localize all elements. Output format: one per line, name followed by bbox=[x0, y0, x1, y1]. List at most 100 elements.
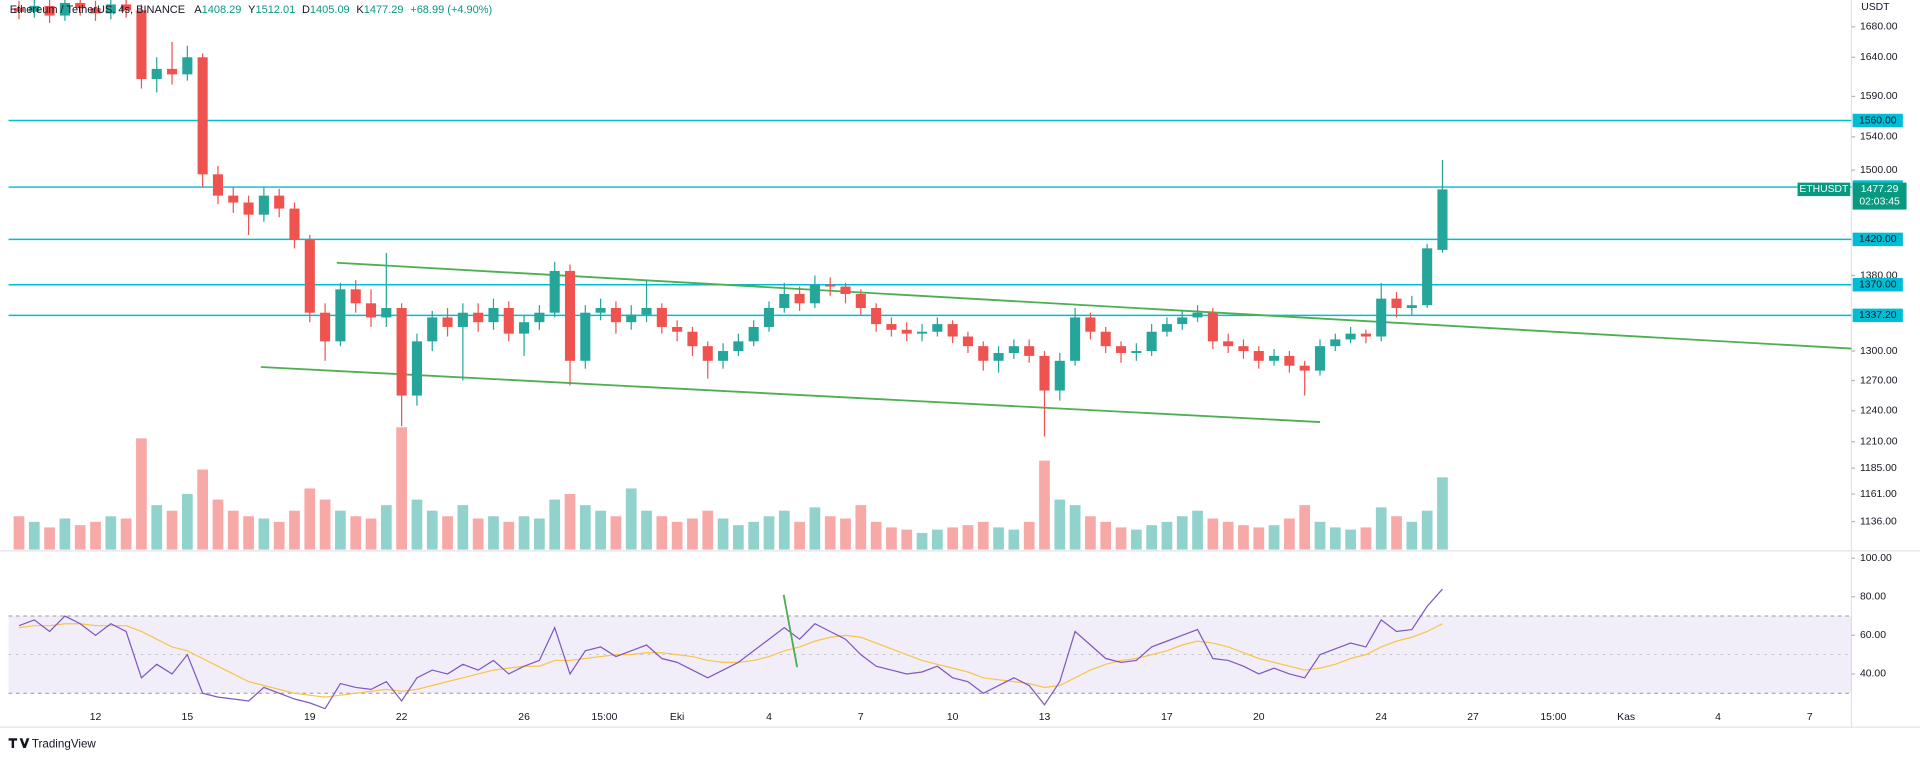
candle-body bbox=[718, 351, 729, 361]
y-tick-label: 1380.00 bbox=[1860, 270, 1898, 281]
x-tick-label: 27 bbox=[1467, 712, 1479, 723]
volume-bar bbox=[671, 521, 683, 550]
ohlc-letter: K bbox=[356, 4, 364, 16]
x-tick-label: 22 bbox=[396, 712, 408, 723]
candle-body bbox=[258, 195, 269, 215]
symbol: Ethereum / TetherUS, 4s, BINANCE bbox=[10, 4, 185, 16]
candle-body bbox=[1376, 298, 1387, 337]
volume-bar bbox=[687, 518, 698, 550]
volume-bar bbox=[993, 527, 1004, 550]
candle-body bbox=[243, 202, 254, 215]
volume-bar bbox=[794, 521, 805, 550]
candle-body bbox=[473, 312, 484, 323]
candle-body bbox=[610, 308, 621, 323]
volume-bar bbox=[1345, 529, 1356, 550]
volume-bar bbox=[120, 518, 132, 550]
volume-bar bbox=[733, 525, 744, 550]
volume-bar bbox=[1039, 460, 1050, 550]
x-tick-label: 10 bbox=[947, 712, 959, 723]
x-tick-label: 13 bbox=[1039, 712, 1051, 723]
candle-body bbox=[335, 289, 346, 342]
change: +68.99 (+4.90%) bbox=[410, 4, 492, 16]
candle-body bbox=[993, 352, 1004, 361]
y-tick-label: 1640.00 bbox=[1860, 52, 1898, 63]
volume-bar bbox=[1222, 521, 1234, 550]
volume-bar bbox=[273, 521, 285, 550]
volume-bar bbox=[59, 518, 71, 550]
volume-bar bbox=[778, 510, 790, 550]
volume-bar bbox=[488, 516, 499, 550]
candle-body bbox=[595, 308, 606, 313]
candle-body bbox=[886, 324, 897, 330]
volume-bar bbox=[1375, 507, 1387, 550]
volume-bar bbox=[1253, 527, 1265, 550]
candle-body bbox=[549, 270, 560, 313]
x-tick-label: 12 bbox=[90, 712, 102, 723]
level-label: 1420.00 bbox=[1859, 234, 1897, 245]
candle-body bbox=[626, 314, 637, 323]
volume-bar bbox=[870, 521, 882, 550]
candle-body bbox=[779, 293, 790, 309]
rsi-pane bbox=[8, 588, 1852, 710]
y-tick-label: 1240.00 bbox=[1860, 406, 1898, 417]
volume-bar bbox=[411, 499, 423, 550]
candle-body bbox=[1192, 312, 1203, 318]
volume-bar bbox=[1299, 505, 1311, 550]
x-tick-label: 17 bbox=[1161, 712, 1173, 723]
candle-body bbox=[212, 174, 224, 196]
volume-bar bbox=[1100, 521, 1112, 550]
candle-body bbox=[641, 308, 652, 315]
y-tick-label: 100.00 bbox=[1860, 553, 1892, 564]
x-tick-label: 7 bbox=[1807, 712, 1813, 723]
candle-body bbox=[90, 8, 101, 14]
candle-body bbox=[687, 331, 698, 347]
candle-body bbox=[1422, 248, 1433, 306]
volume-bar bbox=[74, 525, 86, 550]
volume-bar bbox=[1054, 499, 1066, 550]
candle-body bbox=[794, 293, 805, 304]
y-tick-label: 1540.00 bbox=[1860, 132, 1898, 143]
candle-body bbox=[748, 326, 759, 342]
volume-bar bbox=[503, 521, 515, 550]
volume-bar bbox=[931, 529, 943, 550]
volume-bar bbox=[258, 518, 270, 550]
volume-bar bbox=[656, 516, 668, 550]
volume-bar bbox=[564, 494, 576, 550]
candle-body bbox=[136, 10, 147, 80]
candle-body bbox=[1299, 365, 1310, 371]
volume-bar bbox=[166, 510, 178, 550]
volume-bar bbox=[962, 525, 974, 550]
candle-body bbox=[916, 331, 928, 334]
candle-body bbox=[1161, 324, 1172, 332]
candle-body bbox=[702, 346, 713, 361]
candle-body bbox=[59, 2, 70, 16]
candle-body bbox=[427, 317, 438, 342]
candle-body bbox=[75, 2, 86, 9]
brand-logo bbox=[8, 738, 30, 748]
y-tick-label: 1680.00 bbox=[1860, 22, 1898, 33]
volume-bar bbox=[641, 510, 652, 550]
candle-body bbox=[1085, 317, 1096, 332]
candle-body bbox=[411, 341, 422, 396]
volume-bar bbox=[549, 499, 561, 550]
candle-body bbox=[442, 317, 453, 327]
candle-body bbox=[1100, 331, 1111, 347]
level-label: 1370.00 bbox=[1859, 279, 1897, 290]
ohlc-value: 1477.29 bbox=[364, 4, 404, 16]
candle-body bbox=[1269, 355, 1280, 361]
level-label-bg bbox=[1852, 232, 1903, 247]
volume-bar bbox=[1329, 527, 1341, 550]
volume-bar bbox=[1069, 505, 1081, 550]
candle-body bbox=[1008, 346, 1019, 353]
candle-body bbox=[289, 208, 300, 240]
x-tick-label: 26 bbox=[518, 712, 530, 723]
trendline bbox=[260, 366, 1321, 423]
volume-bar bbox=[625, 488, 637, 550]
volume-bar bbox=[289, 510, 300, 550]
candle-body bbox=[365, 303, 377, 318]
volume-bar bbox=[136, 438, 147, 550]
ohlc-letter: A bbox=[194, 4, 202, 16]
